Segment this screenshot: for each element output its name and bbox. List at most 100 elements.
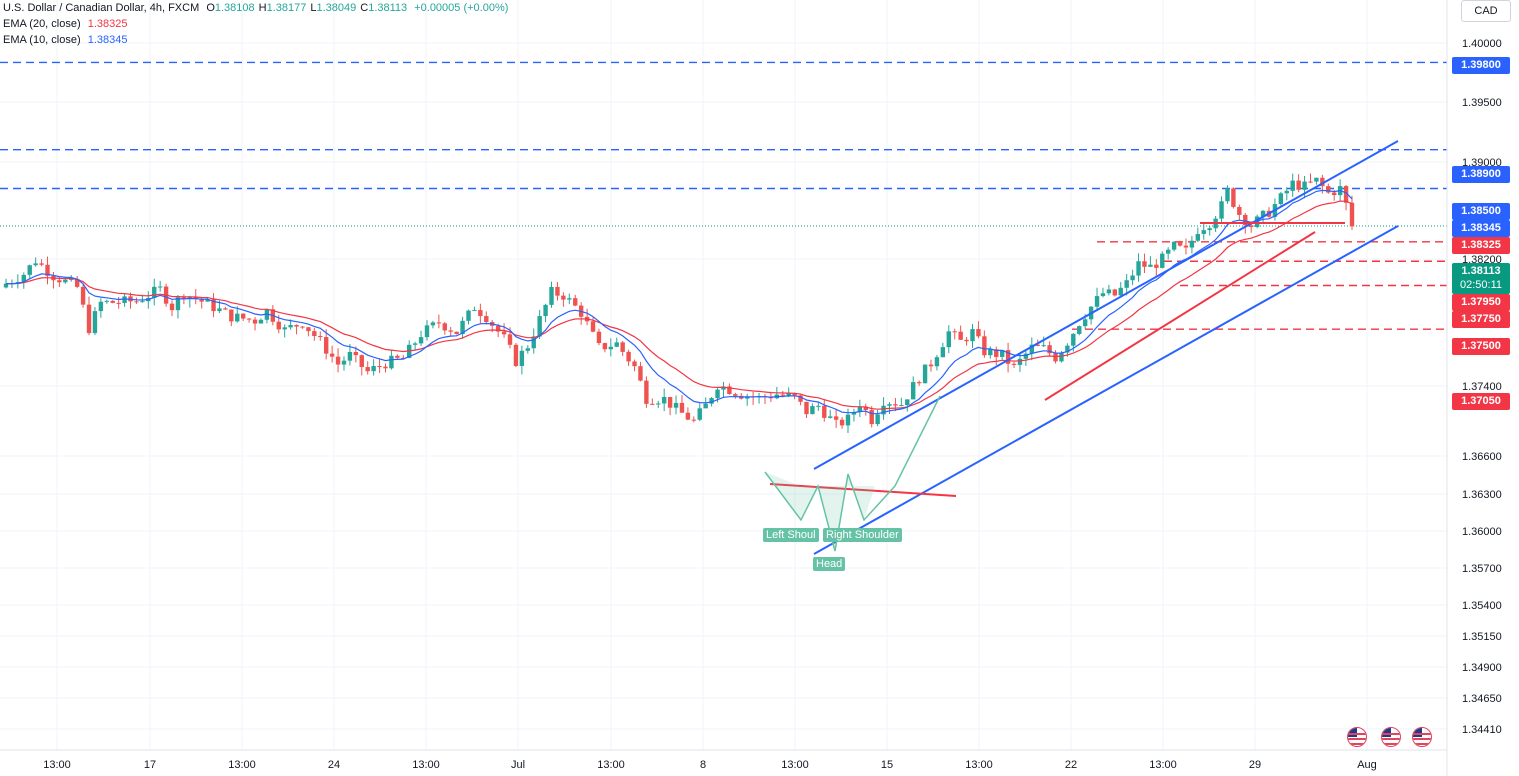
neckline (769, 483, 957, 497)
candle-body (887, 404, 892, 406)
candle-body (798, 395, 803, 402)
candle-body (1284, 190, 1289, 194)
price-tag-ema20: 1.38325 (1452, 237, 1510, 254)
head-label[interactable]: Head (813, 557, 846, 571)
candle-body (152, 286, 157, 298)
candle-body (863, 406, 868, 411)
candle-body (1320, 177, 1325, 187)
time-axis-tick: 17 (144, 759, 156, 771)
candle-body (857, 406, 863, 413)
candle-body (934, 357, 940, 367)
candle-body (86, 304, 92, 334)
drawing-tools (764, 140, 1399, 555)
price-tag-ema10: 1.38345 (1452, 220, 1510, 237)
candle-body (389, 355, 394, 369)
candle-body (122, 296, 127, 304)
chart-legend: U.S. Dollar / Canadian Dollar, 4h, FXCM … (3, 0, 508, 48)
candle-body (679, 402, 685, 413)
time-axis-tick: 29 (1249, 759, 1261, 771)
candle-body (549, 286, 554, 305)
us-flag-event-icon[interactable] (1412, 727, 1432, 747)
candle-body (329, 353, 335, 357)
last-price: 1.38113 (1461, 265, 1501, 277)
change-value: +0.00005 (+0.00%) (414, 2, 509, 14)
price-axis-tick: 1.36000 (1462, 526, 1502, 538)
candle-body (709, 398, 714, 404)
left-shoulder-label[interactable]: Left Shoul (763, 528, 819, 542)
head-shoulders-pattern (764, 395, 941, 552)
time-axis-tick: 22 (1065, 759, 1077, 771)
candle-body (21, 274, 26, 282)
candle-body (1260, 210, 1266, 217)
candle-body (899, 405, 904, 407)
price-axis-tick: 1.35700 (1462, 563, 1502, 575)
candle-body (347, 351, 353, 361)
legend-ema20-row[interactable]: EMA (20, close) 1.38325 (3, 16, 508, 32)
candle-body (1100, 293, 1106, 297)
candle-body (650, 403, 655, 405)
candle-body (181, 297, 187, 299)
bar-countdown: 02:50:11 (1459, 279, 1502, 291)
currency-button[interactable]: CAD (1461, 0, 1511, 22)
candle-body (881, 405, 886, 415)
candle-body (140, 301, 145, 303)
candle-body (567, 298, 572, 300)
candle-body (620, 342, 625, 352)
candle-body (1142, 261, 1147, 267)
candle-body (80, 286, 86, 305)
time-axis-tick: Aug (1357, 759, 1377, 771)
candle-body (448, 330, 453, 332)
price-axis-tick: 1.36600 (1462, 451, 1502, 463)
ema10-label: EMA (10, close) (3, 34, 81, 46)
candle-body (667, 397, 673, 408)
candle-body (697, 408, 702, 420)
candle-body (335, 356, 341, 365)
candle-body (940, 347, 946, 358)
candle-body (175, 297, 181, 311)
candle-body (1041, 345, 1046, 347)
legend-ema10-row[interactable]: EMA (10, close) 1.38345 (3, 32, 508, 48)
candle-body (1112, 289, 1118, 296)
candle-body (110, 300, 115, 303)
candle-body (1326, 186, 1331, 193)
candle-body (911, 382, 916, 400)
ema20-line (5, 200, 1353, 410)
right-shoulder-label[interactable]: Right Shoulder (823, 528, 902, 542)
candle-body (839, 419, 845, 426)
price-tag-support-3: 1.37500 (1452, 338, 1510, 355)
candle-body (590, 321, 596, 332)
symbol-title: U.S. Dollar / Canadian Dollar, 4h, FXCM (3, 2, 200, 14)
candle-body (596, 331, 602, 344)
candle-body (525, 348, 530, 351)
ohlc-h: H1.38177 (258, 2, 307, 14)
candle-body (1290, 180, 1295, 191)
ema20-label: EMA (20, close) (3, 18, 81, 30)
candle-body (74, 278, 80, 287)
candle-body (1349, 202, 1355, 227)
candle-body (306, 327, 311, 332)
candle-body (418, 337, 424, 344)
candle-body (312, 331, 317, 336)
time-axis-tick: 13:00 (597, 759, 625, 771)
us-flag-event-icon[interactable] (1381, 727, 1401, 747)
candle-body (478, 310, 483, 317)
candle-body (98, 301, 104, 312)
candle-body (1071, 333, 1076, 346)
candle-body (1011, 363, 1017, 365)
candle-body (187, 296, 193, 299)
legend-symbol-row[interactable]: U.S. Dollar / Canadian Dollar, 4h, FXCM … (3, 0, 508, 16)
candle-body (258, 319, 264, 324)
candle-body (193, 296, 198, 300)
candle-body (928, 364, 934, 367)
candle-body (970, 329, 975, 342)
candle-body (608, 346, 614, 350)
candle-body (169, 303, 175, 311)
candle-body (276, 321, 281, 330)
us-flag-event-icon[interactable] (1347, 727, 1367, 747)
candle-body (602, 343, 608, 350)
candle-body (1308, 181, 1313, 183)
candle-body (1201, 230, 1206, 234)
candle-body (1053, 353, 1058, 362)
candle-body (531, 336, 536, 349)
